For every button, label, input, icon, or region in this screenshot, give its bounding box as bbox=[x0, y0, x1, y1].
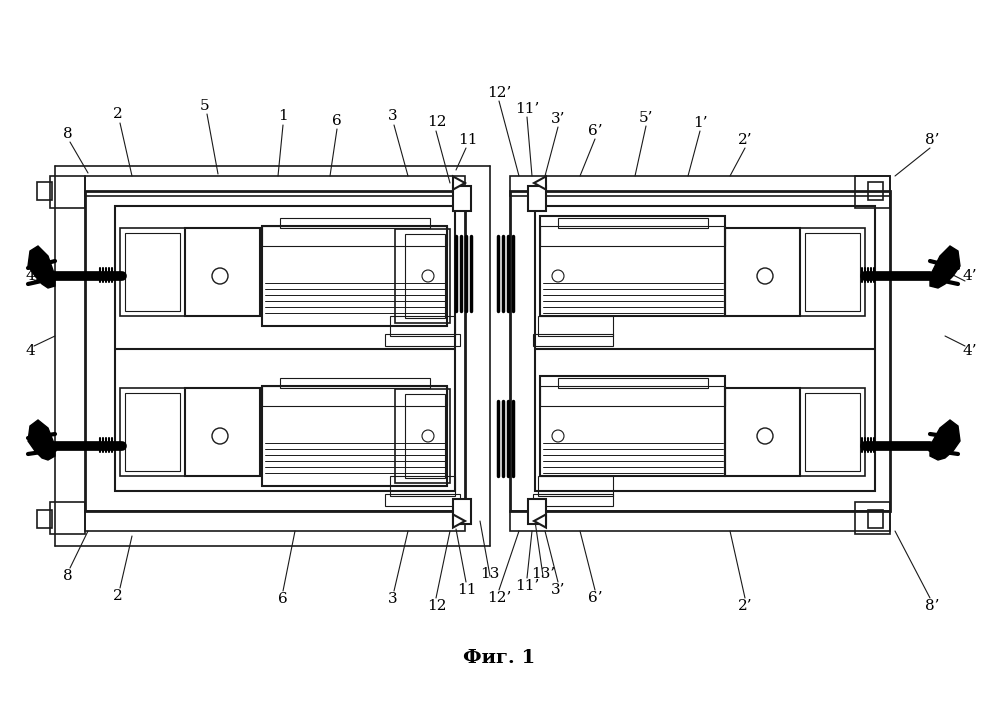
Bar bbox=[125, 233, 180, 311]
Text: 12: 12 bbox=[428, 115, 447, 129]
Text: 8: 8 bbox=[63, 127, 73, 141]
Bar bbox=[262, 386, 447, 486]
Bar bbox=[185, 228, 260, 316]
Bar bbox=[453, 499, 471, 524]
Polygon shape bbox=[28, 246, 55, 288]
Bar bbox=[120, 228, 185, 316]
Bar bbox=[540, 226, 725, 246]
Polygon shape bbox=[930, 246, 960, 288]
Bar bbox=[85, 176, 465, 196]
Text: 12’: 12’ bbox=[487, 591, 511, 605]
Bar bbox=[37, 182, 52, 200]
Text: 5’: 5’ bbox=[638, 111, 653, 125]
Polygon shape bbox=[453, 515, 465, 527]
Text: 4’: 4’ bbox=[963, 344, 977, 358]
Polygon shape bbox=[453, 176, 465, 190]
Bar bbox=[385, 334, 460, 346]
Bar bbox=[538, 476, 613, 496]
Bar bbox=[558, 218, 708, 228]
Bar bbox=[540, 376, 725, 476]
Bar bbox=[405, 394, 445, 478]
Text: 3: 3 bbox=[389, 592, 398, 606]
Bar bbox=[533, 494, 613, 506]
Bar bbox=[528, 499, 546, 524]
Polygon shape bbox=[534, 515, 546, 527]
Bar bbox=[50, 502, 85, 534]
Bar bbox=[805, 393, 860, 471]
Polygon shape bbox=[28, 420, 55, 460]
Bar bbox=[558, 378, 708, 388]
Bar bbox=[535, 206, 875, 491]
Polygon shape bbox=[534, 176, 546, 190]
Bar bbox=[510, 176, 890, 196]
Bar bbox=[800, 388, 865, 476]
Text: 11’: 11’ bbox=[514, 102, 539, 116]
Bar bbox=[262, 226, 447, 246]
Bar bbox=[855, 176, 890, 208]
Bar bbox=[395, 229, 450, 323]
Bar bbox=[868, 510, 883, 528]
Bar bbox=[510, 511, 890, 531]
Text: 4: 4 bbox=[25, 269, 35, 283]
Bar bbox=[125, 393, 180, 471]
Bar bbox=[85, 191, 465, 511]
Bar bbox=[805, 233, 860, 311]
Text: 1: 1 bbox=[278, 109, 288, 123]
Text: 12’: 12’ bbox=[487, 86, 511, 100]
Bar bbox=[538, 316, 613, 336]
Bar bbox=[540, 216, 725, 316]
Text: 11: 11 bbox=[459, 133, 478, 147]
Bar bbox=[115, 206, 455, 491]
Bar bbox=[385, 494, 460, 506]
Bar bbox=[533, 334, 613, 346]
Bar bbox=[453, 186, 471, 211]
Bar bbox=[390, 476, 455, 496]
Text: 3: 3 bbox=[389, 109, 398, 123]
Bar bbox=[262, 386, 447, 406]
Bar bbox=[725, 228, 800, 316]
Text: 5: 5 bbox=[200, 99, 210, 113]
Bar bbox=[855, 502, 890, 534]
Bar bbox=[185, 388, 260, 476]
Text: 6: 6 bbox=[278, 592, 288, 606]
Text: 3’: 3’ bbox=[550, 112, 565, 126]
Bar bbox=[390, 316, 455, 336]
Bar bbox=[868, 182, 883, 200]
Bar bbox=[528, 186, 546, 211]
Text: 6’: 6’ bbox=[587, 124, 602, 138]
Bar bbox=[120, 388, 185, 476]
Bar bbox=[280, 218, 430, 228]
Text: 4: 4 bbox=[25, 344, 35, 358]
Text: 2’: 2’ bbox=[737, 133, 752, 147]
Bar bbox=[800, 228, 865, 316]
Bar bbox=[395, 389, 450, 483]
Text: 8’: 8’ bbox=[925, 599, 939, 613]
Text: 6: 6 bbox=[332, 114, 342, 128]
Polygon shape bbox=[930, 420, 960, 460]
Text: 4’: 4’ bbox=[963, 269, 977, 283]
Text: 2: 2 bbox=[113, 589, 123, 603]
Text: 2: 2 bbox=[113, 107, 123, 121]
Bar bbox=[50, 176, 85, 208]
Bar bbox=[85, 511, 465, 531]
Bar bbox=[280, 378, 430, 388]
Text: 13: 13 bbox=[481, 567, 500, 581]
Text: 1’: 1’ bbox=[692, 116, 707, 130]
Text: 12: 12 bbox=[428, 599, 447, 613]
Bar bbox=[262, 226, 447, 326]
Text: 8’: 8’ bbox=[925, 133, 939, 147]
Bar bbox=[510, 191, 890, 511]
Text: 13’: 13’ bbox=[530, 567, 555, 581]
Bar bbox=[725, 388, 800, 476]
Text: 11: 11 bbox=[458, 583, 477, 597]
Text: 11’: 11’ bbox=[514, 579, 539, 593]
Text: Фиг. 1: Фиг. 1 bbox=[463, 649, 535, 667]
Text: 2’: 2’ bbox=[737, 599, 752, 613]
Bar bbox=[540, 386, 725, 406]
Text: 3’: 3’ bbox=[550, 583, 565, 597]
Text: 6’: 6’ bbox=[587, 591, 602, 605]
Text: 8: 8 bbox=[63, 569, 73, 583]
Bar bbox=[405, 234, 445, 318]
Bar bbox=[37, 510, 52, 528]
